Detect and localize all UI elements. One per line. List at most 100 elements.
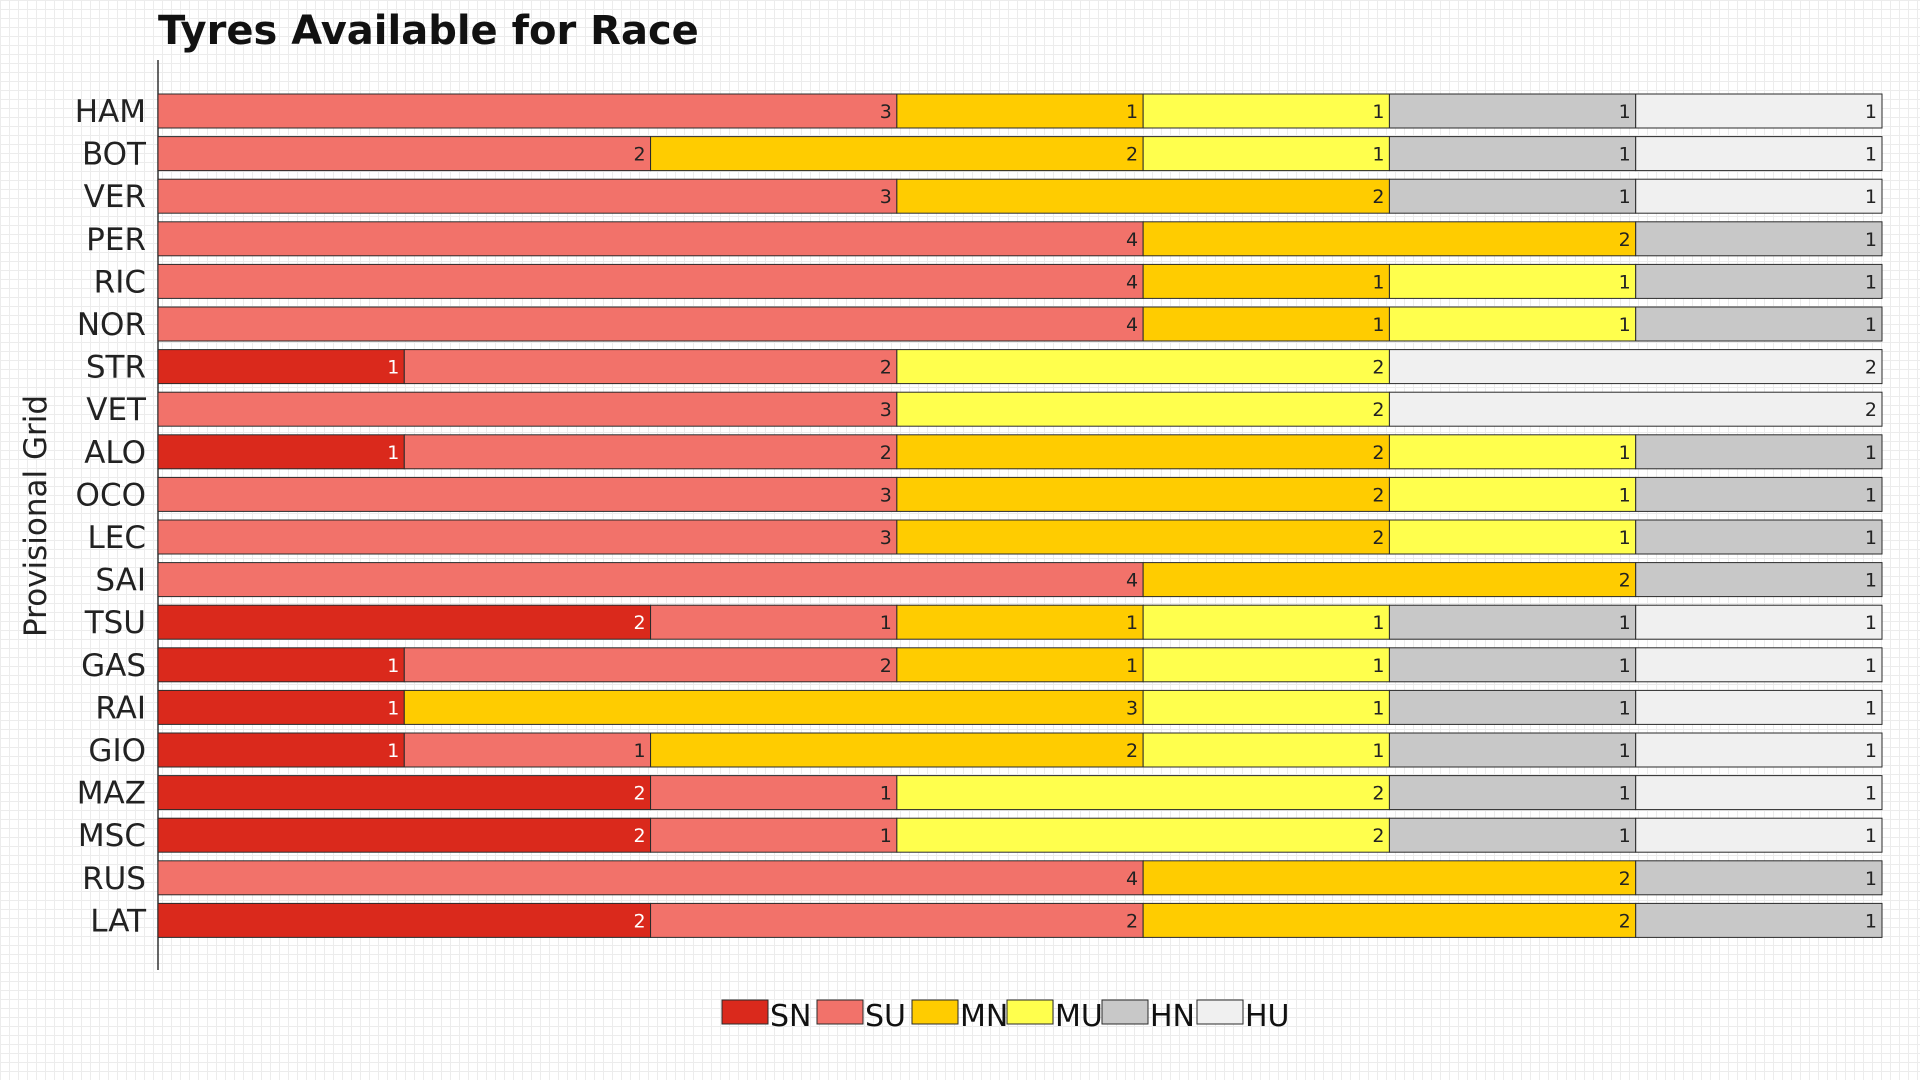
bar-oco-mn bbox=[896, 476, 1390, 512]
bar-label-gas-su: 2 bbox=[880, 655, 892, 677]
bar-label-oco-mu: 1 bbox=[1619, 484, 1631, 506]
bar-lat-sn bbox=[157, 902, 652, 938]
bar-label-lat-hn: 1 bbox=[1865, 910, 1877, 932]
bar-label-tsu-sn: 2 bbox=[633, 612, 645, 634]
bar-tsu-hn bbox=[1388, 604, 1637, 640]
bar-msc-sn bbox=[157, 817, 652, 853]
bar-oco-hn bbox=[1635, 476, 1883, 512]
bar-label-str-mu: 2 bbox=[1372, 357, 1384, 379]
bar-sai-hn bbox=[1635, 562, 1883, 598]
bar-lec-mu bbox=[1388, 519, 1637, 555]
bar-bot-su bbox=[157, 136, 652, 172]
driver-label-vet: VET bbox=[86, 392, 147, 428]
bars-group: HAM 3 1 1 1 1 BOT 2 2 1 1 1 VER 3 2 1 1 PER 4 2 1 RIC 4 1 1 1 NOR 4… bbox=[75, 93, 1883, 939]
bar-maz-sn bbox=[157, 775, 652, 811]
bar-sai-mn bbox=[1142, 562, 1637, 598]
bar-label-nor-mu: 1 bbox=[1619, 314, 1631, 336]
bar-lat-hn bbox=[1635, 902, 1883, 938]
bar-maz-hn bbox=[1388, 775, 1637, 811]
bar-label-lec-su: 3 bbox=[880, 527, 892, 549]
bar-label-ver-hn: 1 bbox=[1619, 186, 1631, 208]
driver-label-sai: SAI bbox=[95, 563, 146, 599]
bar-label-bot-su: 2 bbox=[633, 144, 645, 166]
bar-ham-hu bbox=[1635, 93, 1883, 129]
bar-gas-su bbox=[403, 647, 898, 683]
bar-label-ric-mn: 1 bbox=[1372, 271, 1384, 293]
bar-msc-su bbox=[650, 817, 898, 853]
driver-label-rai: RAI bbox=[95, 690, 146, 726]
bar-label-per-su: 4 bbox=[1126, 229, 1138, 251]
bar-label-vet-hu: 2 bbox=[1865, 399, 1877, 421]
bar-label-gio-mu: 1 bbox=[1372, 740, 1384, 762]
legend-label-hu: HU bbox=[1245, 999, 1290, 1034]
bar-label-str-su: 2 bbox=[880, 357, 892, 379]
bar-vet-mu bbox=[896, 391, 1390, 427]
bar-label-rai-hu: 1 bbox=[1865, 697, 1877, 719]
legend: SN SU MN MU HN HU bbox=[721, 999, 1290, 1034]
bar-gio-mu bbox=[1142, 732, 1390, 768]
bar-label-gio-su: 1 bbox=[633, 740, 645, 762]
bar-gas-hu bbox=[1635, 647, 1883, 683]
bar-alo-hn bbox=[1635, 434, 1883, 470]
legend-swatch-hn bbox=[1101, 999, 1149, 1025]
bar-msc-hu bbox=[1635, 817, 1883, 853]
bar-maz-su bbox=[650, 775, 898, 811]
bar-label-rai-mn: 3 bbox=[1126, 697, 1138, 719]
bar-label-tsu-su: 1 bbox=[880, 612, 892, 634]
driver-label-oco: OCO bbox=[76, 477, 146, 513]
bar-bot-mn bbox=[650, 136, 1144, 172]
bar-label-nor-su: 4 bbox=[1126, 314, 1138, 336]
legend-label-sn: SN bbox=[770, 999, 811, 1034]
bar-gio-sn bbox=[157, 732, 405, 768]
legend-label-mu: MU bbox=[1055, 999, 1103, 1034]
bar-label-nor-mn: 1 bbox=[1372, 314, 1384, 336]
bar-label-lat-sn: 2 bbox=[633, 910, 645, 932]
driver-label-nor: NOR bbox=[77, 307, 146, 343]
bar-label-msc-sn: 2 bbox=[633, 825, 645, 847]
bar-label-gas-mu: 1 bbox=[1372, 655, 1384, 677]
bar-ham-mn bbox=[896, 93, 1144, 129]
bar-label-bot-mn: 2 bbox=[1126, 144, 1138, 166]
legend-label-hn: HN bbox=[1150, 999, 1195, 1034]
bar-msc-mu bbox=[896, 817, 1390, 853]
driver-label-ver: VER bbox=[84, 179, 146, 215]
bar-label-gas-sn: 1 bbox=[387, 655, 399, 677]
bar-label-tsu-hn: 1 bbox=[1619, 612, 1631, 634]
bar-label-alo-mn: 2 bbox=[1372, 442, 1384, 464]
bar-label-lec-mn: 2 bbox=[1372, 527, 1384, 549]
bar-label-oco-mn: 2 bbox=[1372, 484, 1384, 506]
bar-gas-mu bbox=[1142, 647, 1390, 683]
bar-label-maz-mu: 2 bbox=[1372, 783, 1384, 805]
bar-label-ver-hu: 1 bbox=[1865, 186, 1877, 208]
bar-vet-hu bbox=[1388, 391, 1883, 427]
bar-gio-su bbox=[403, 732, 652, 768]
legend-swatch-mn bbox=[911, 999, 959, 1025]
bar-gas-hn bbox=[1388, 647, 1637, 683]
driver-label-gas: GAS bbox=[81, 648, 146, 684]
bar-rai-hu bbox=[1635, 689, 1883, 725]
bar-alo-mu bbox=[1388, 434, 1637, 470]
bar-label-ham-hn: 1 bbox=[1619, 101, 1631, 123]
bar-msc-hn bbox=[1388, 817, 1637, 853]
legend-swatch-hu bbox=[1196, 999, 1244, 1025]
chart-title: Tyres Available for Race bbox=[158, 8, 699, 54]
bar-label-msc-hn: 1 bbox=[1619, 825, 1631, 847]
bar-label-rai-sn: 1 bbox=[387, 697, 399, 719]
bar-ver-mn bbox=[896, 178, 1390, 214]
bar-rus-hn bbox=[1635, 860, 1883, 896]
bar-label-rus-mn: 2 bbox=[1619, 868, 1631, 890]
bar-ver-hu bbox=[1635, 178, 1883, 214]
bar-label-ric-su: 4 bbox=[1126, 271, 1138, 293]
y-axis-title: Provisional Grid bbox=[18, 395, 54, 637]
bar-str-sn bbox=[157, 349, 405, 385]
bar-label-sai-mn: 2 bbox=[1619, 570, 1631, 592]
bar-lec-su bbox=[157, 519, 898, 555]
bar-label-rus-su: 4 bbox=[1126, 868, 1138, 890]
bar-bot-hn bbox=[1388, 136, 1637, 172]
bar-tsu-hu bbox=[1635, 604, 1883, 640]
bar-label-lec-mu: 1 bbox=[1619, 527, 1631, 549]
driver-label-ric: RIC bbox=[94, 264, 146, 300]
bar-tsu-su bbox=[650, 604, 898, 640]
bar-ham-mu bbox=[1142, 93, 1390, 129]
bar-label-bot-hu: 1 bbox=[1865, 144, 1877, 166]
